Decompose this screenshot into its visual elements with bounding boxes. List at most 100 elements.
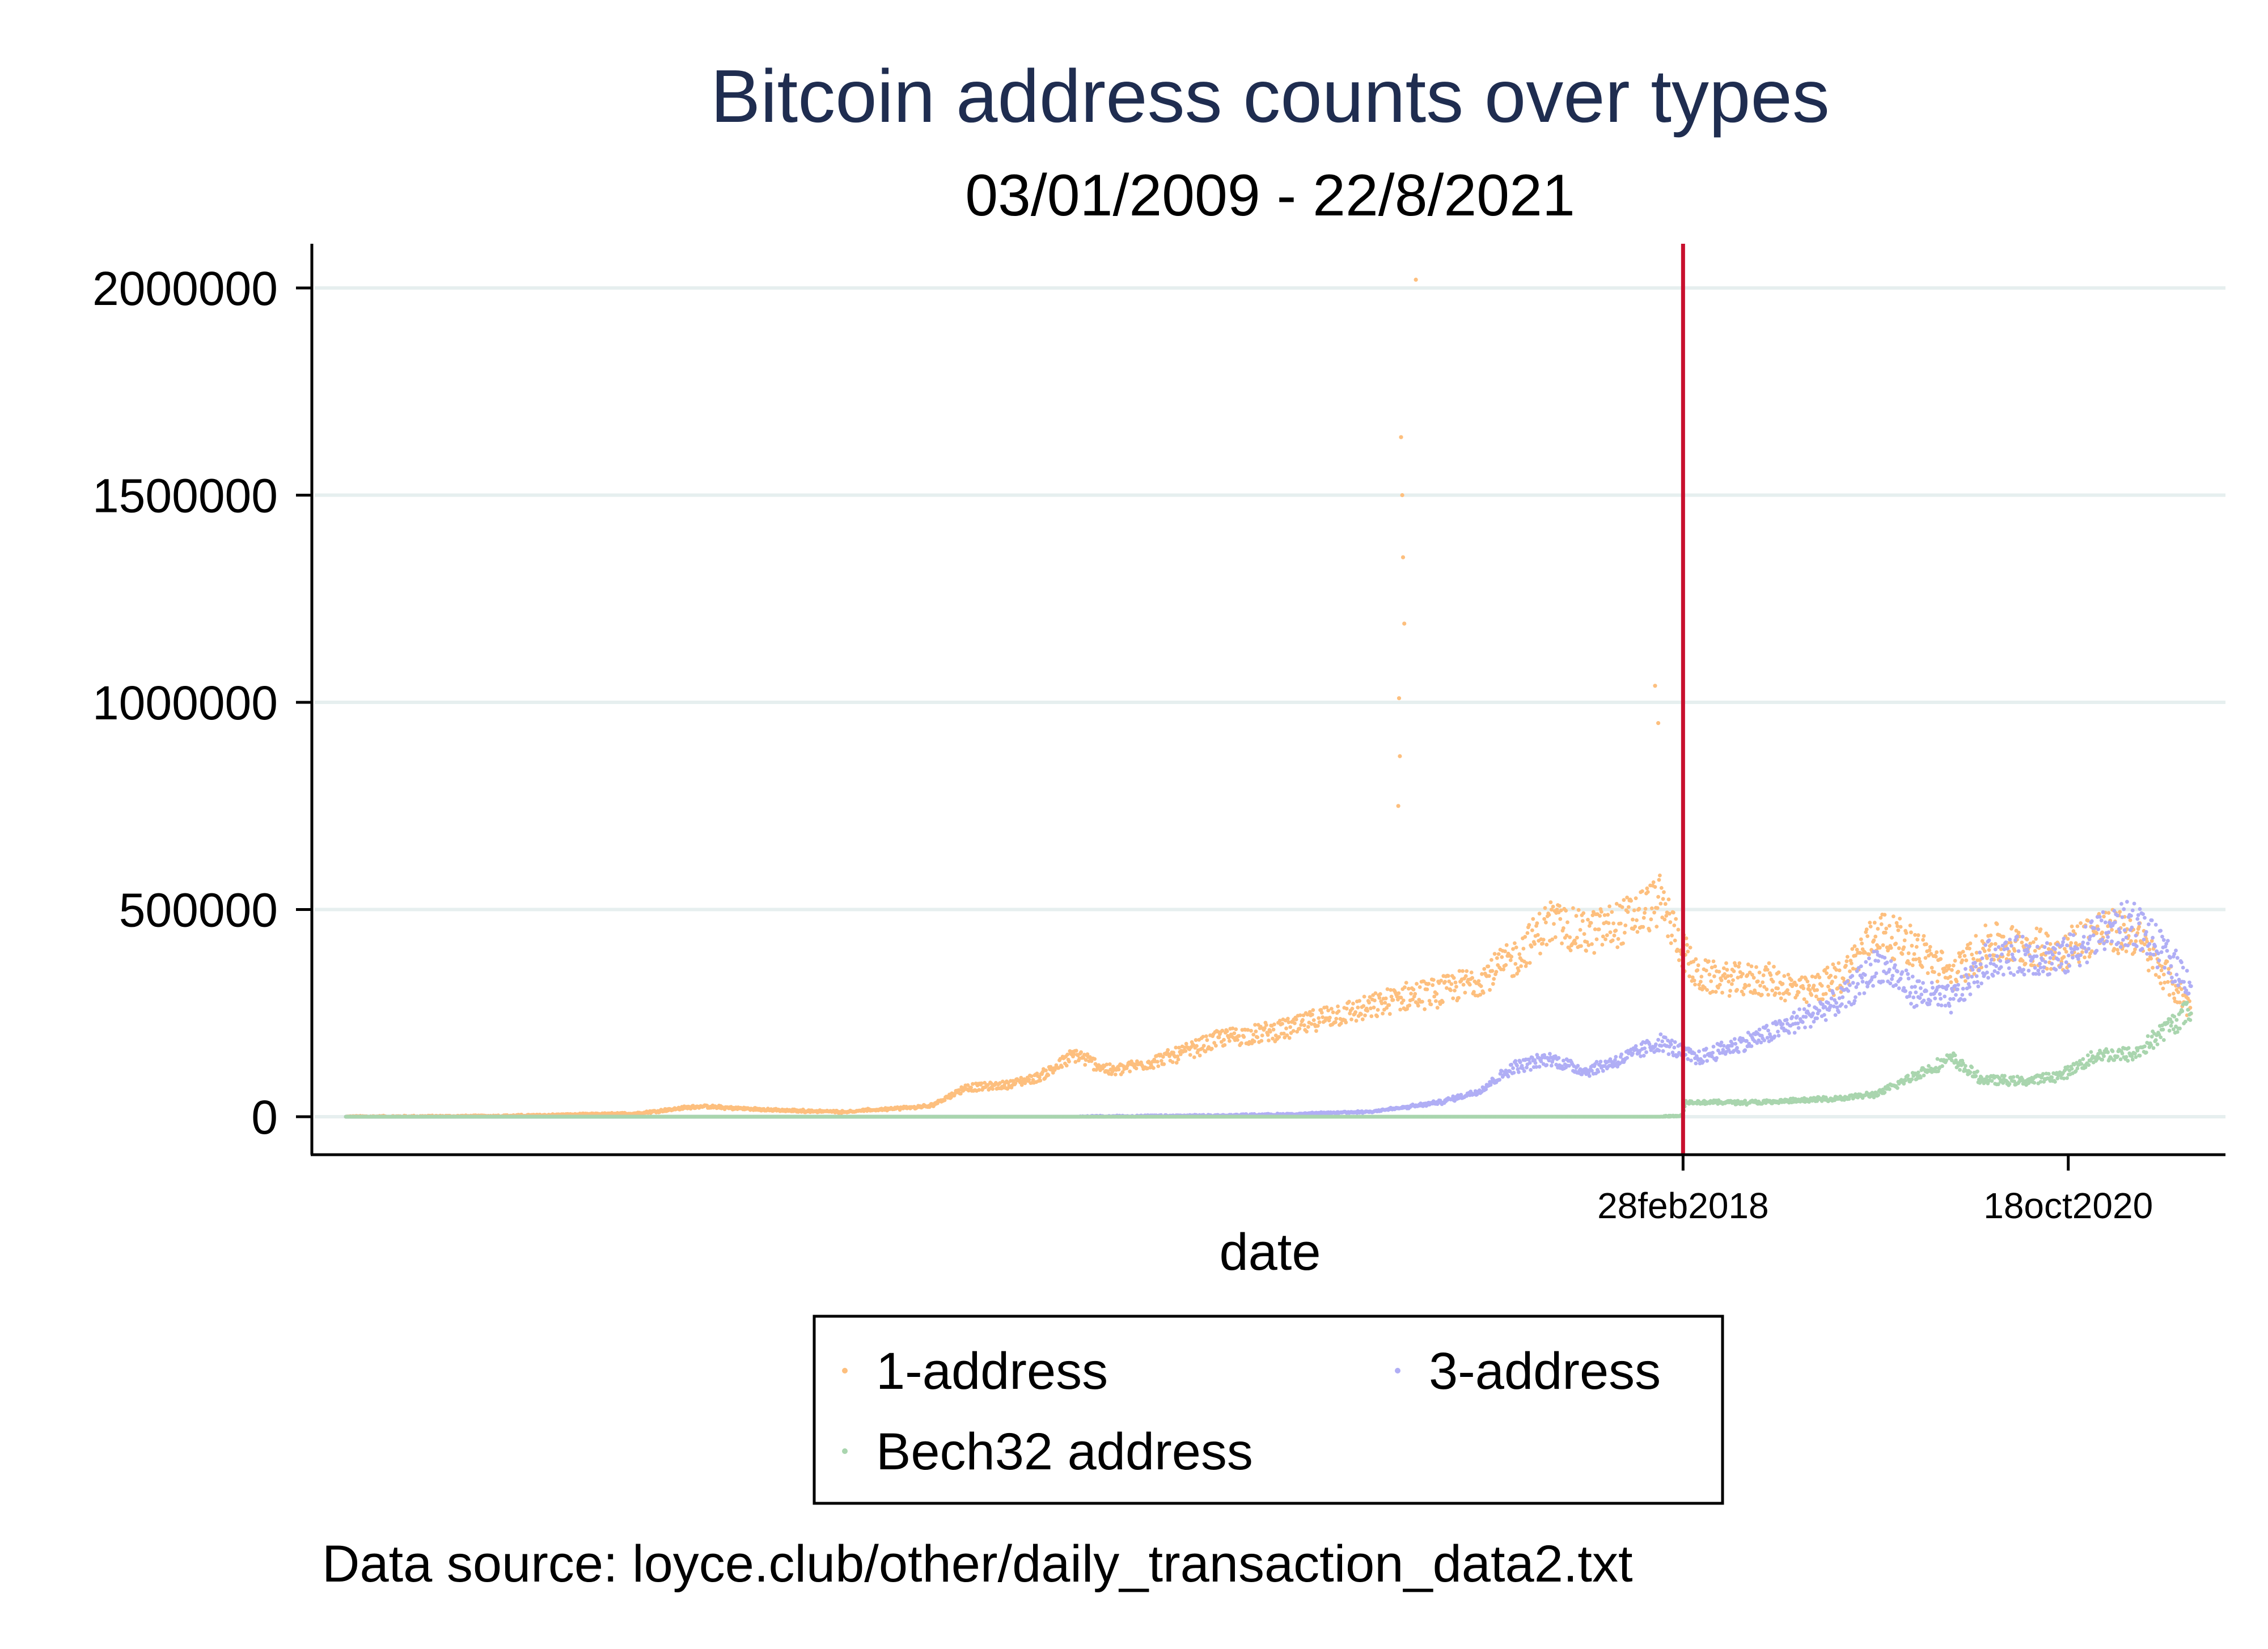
data-point: [1967, 946, 1971, 951]
data-point: [2031, 940, 2036, 944]
data-point: [2147, 947, 2152, 952]
data-point: [1044, 1068, 1048, 1073]
data-point: [1749, 964, 1754, 968]
data-point: [1151, 1066, 1156, 1070]
data-point: [1744, 984, 1748, 989]
data-point: [1373, 991, 1378, 995]
data-point: [1719, 1040, 1724, 1045]
data-point: [1427, 982, 1431, 986]
data-point: [1647, 929, 1652, 932]
data-point: [2070, 924, 2074, 929]
data-point: [1549, 1063, 1554, 1068]
data-point: [1928, 999, 1932, 1003]
data-point: [1411, 987, 1416, 992]
data-point: [1584, 949, 1589, 953]
data-point: [2063, 947, 2067, 951]
data-point: [1786, 973, 1791, 977]
data-point: [1452, 976, 1456, 980]
data-point: [1872, 921, 1877, 925]
data-point: [1672, 923, 1677, 927]
data-point: [1778, 991, 1782, 995]
data-point: [1434, 999, 1438, 1003]
data-point: [1896, 928, 1901, 932]
data-point: [2043, 960, 2047, 964]
data-point: [1845, 955, 1850, 959]
data-point: [1686, 949, 1690, 953]
data-point: [2134, 934, 2138, 938]
data-point: [1951, 997, 1956, 1001]
data-point: [1525, 961, 1529, 965]
data-point: [1736, 976, 1740, 980]
data-point: [1864, 960, 1868, 964]
data-point: [1415, 982, 1419, 986]
data-point: [1762, 985, 1767, 989]
data-point: [2148, 952, 2152, 956]
data-point: [1704, 1046, 1708, 1051]
data-point: [1559, 908, 1563, 913]
data-point: [2045, 966, 2049, 971]
data-point: [1529, 1068, 1533, 1072]
data-point: [2020, 935, 2025, 939]
data-point: [2103, 920, 2108, 925]
data-point: [1971, 957, 1975, 961]
data-point: [2157, 958, 2161, 963]
data-point: [1888, 923, 1892, 928]
data-point: [1162, 1062, 1166, 1066]
data-point: [1812, 984, 1816, 988]
data-point: [1804, 1015, 1808, 1019]
data-points: [344, 277, 2193, 1119]
data-point: [1619, 1052, 1624, 1057]
data-point: [1590, 913, 1595, 917]
data-point: [991, 1087, 995, 1091]
data-point: [1616, 937, 1620, 941]
data-point: [2157, 975, 2161, 980]
data-point: [1762, 1038, 1767, 1042]
data-point: [1797, 1007, 1802, 1011]
data-point: [1727, 980, 1731, 984]
data-point: [1586, 943, 1591, 947]
data-point: [1848, 983, 1852, 987]
data-point: [1311, 1008, 1315, 1012]
data-point: [1556, 1055, 1561, 1060]
data-point: [1317, 1020, 1322, 1024]
data-point: [1865, 934, 1870, 938]
data-point: [1378, 992, 1382, 996]
data-point: [1159, 1059, 1163, 1063]
data-point: [2097, 912, 2101, 916]
data-point: [2034, 954, 2039, 959]
data-point: [1908, 923, 1912, 927]
data-point: [1156, 1059, 1160, 1064]
data-point: [1673, 938, 1677, 943]
data-point: [1662, 890, 1666, 895]
data-point: [1737, 1050, 1741, 1054]
data-point: [1955, 987, 1960, 991]
data-point: [2026, 968, 2031, 973]
data-point: [1365, 1008, 1370, 1013]
data-point: [1802, 1007, 1806, 1011]
data-point: [1776, 1029, 1780, 1034]
data-point: [1878, 946, 1882, 950]
data-point: [1960, 958, 1965, 963]
data-point: [1538, 951, 1542, 956]
data-point: [1713, 990, 1718, 994]
data-point: [1369, 1006, 1373, 1011]
data-point: [1964, 966, 1967, 971]
data-point: [1645, 890, 1650, 894]
data-point: [1446, 974, 1450, 978]
data-point: [1593, 927, 1597, 931]
data-point: [1750, 973, 1754, 977]
data-point: [1512, 974, 1516, 978]
data-point: [1529, 944, 1534, 949]
data-point: [1813, 975, 1818, 980]
data-point: [1894, 942, 1898, 946]
data-point: [2151, 965, 2155, 970]
data-point: [1864, 927, 1869, 931]
data-point: [2122, 928, 2127, 932]
data-point: [1771, 980, 1775, 984]
data-point: [1425, 987, 1429, 991]
data-point: [1354, 1019, 1359, 1023]
data-point: [2125, 900, 2129, 904]
data-point: [2061, 940, 2065, 944]
data-point: [2064, 949, 2068, 954]
data-point: [2142, 938, 2146, 942]
